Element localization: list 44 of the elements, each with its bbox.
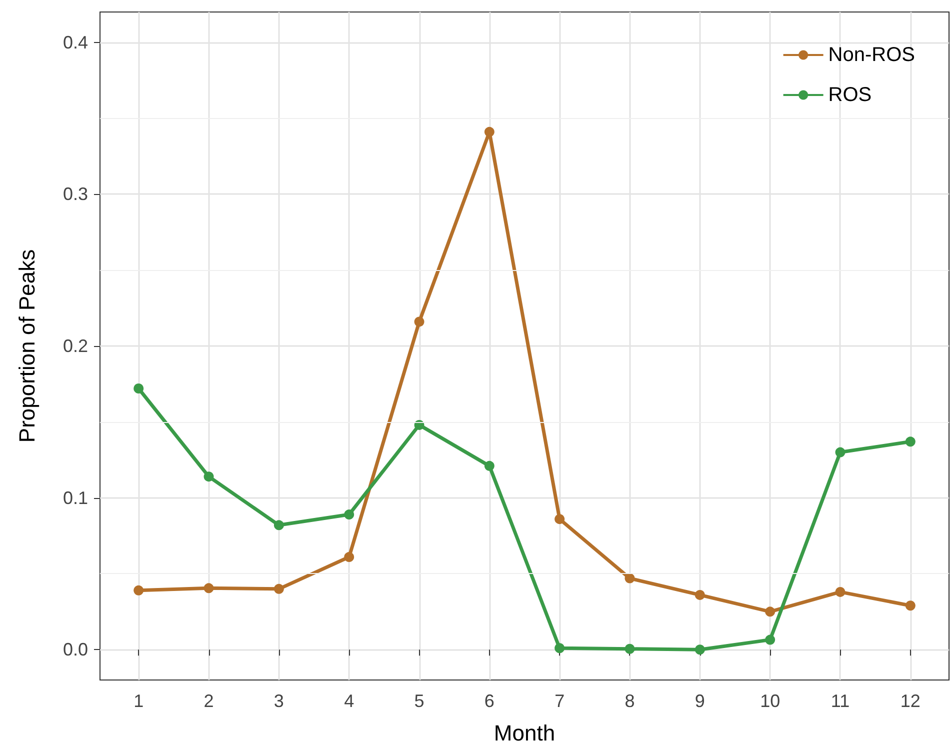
legend-label: ROS <box>828 84 872 106</box>
x-tick-label: 6 <box>484 691 494 711</box>
x-tick-label: 10 <box>760 691 780 711</box>
point <box>414 316 424 327</box>
y-tick-label: 0.0 <box>62 640 88 660</box>
point <box>765 634 776 645</box>
point <box>624 573 635 584</box>
point <box>344 552 354 562</box>
point <box>624 644 635 654</box>
point <box>274 520 284 530</box>
point <box>835 586 846 597</box>
point <box>134 384 144 394</box>
point <box>204 583 214 594</box>
point <box>765 606 776 617</box>
y-axis-title: Proportion of Peaks <box>14 249 40 443</box>
x-tick-label: 8 <box>624 691 635 711</box>
y-tick-label: 0.1 <box>62 488 88 508</box>
y-tick-label: 0.2 <box>62 336 88 356</box>
point <box>344 510 354 520</box>
x-tick-label: 4 <box>344 691 354 711</box>
legend-label: Non-ROS <box>828 44 916 66</box>
x-tick-label: 11 <box>830 691 850 711</box>
x-tick-label: 5 <box>414 691 424 711</box>
point <box>484 126 494 137</box>
point <box>274 584 284 594</box>
point <box>694 644 705 655</box>
x-tick-label: 1 <box>134 691 144 711</box>
point <box>484 460 494 471</box>
point <box>694 590 705 600</box>
x-tick-label: 9 <box>694 691 705 711</box>
point <box>905 600 916 611</box>
point <box>554 643 565 654</box>
x-tick-label: 7 <box>554 691 565 711</box>
y-tick-label: 0.3 <box>62 184 88 204</box>
y-tick-label: 0.4 <box>62 32 88 52</box>
point <box>134 585 144 596</box>
point <box>554 514 565 524</box>
point <box>204 472 214 482</box>
point <box>835 447 846 458</box>
point <box>905 436 916 447</box>
x-tick-label: 2 <box>204 691 214 711</box>
x-tick-label: 12 <box>900 691 920 711</box>
x-tick-label: 3 <box>274 691 284 711</box>
x-axis-title: Month <box>494 720 556 746</box>
